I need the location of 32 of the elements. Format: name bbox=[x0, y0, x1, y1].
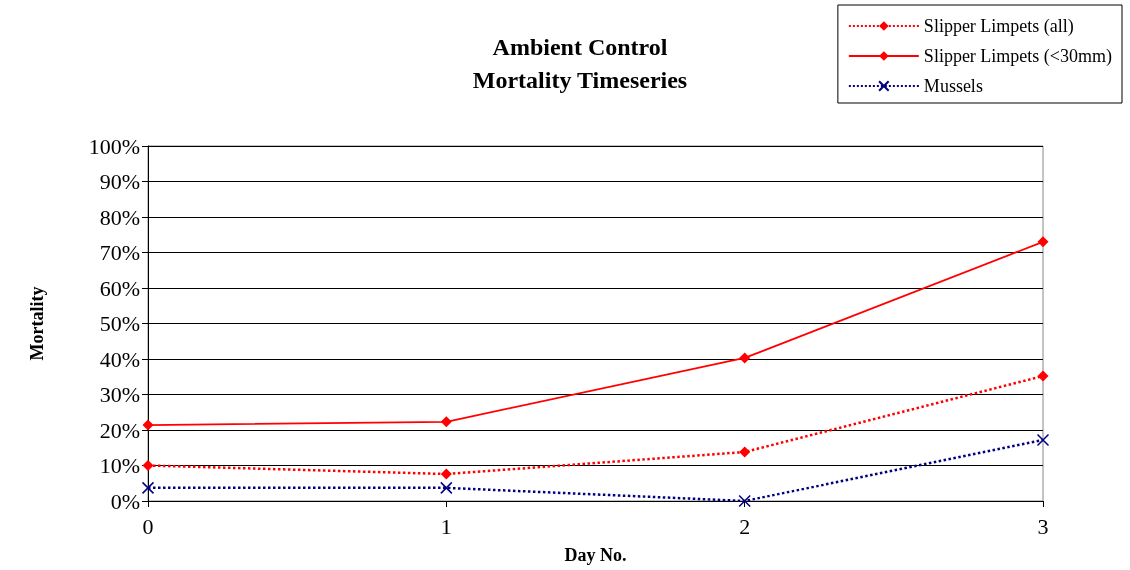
legend-label: Mussels bbox=[923, 76, 983, 96]
legend-label: Slipper Limpets (<30mm) bbox=[923, 46, 1113, 67]
point bbox=[1037, 370, 1049, 382]
y-axis-title: Mortality bbox=[27, 286, 47, 361]
y-tick-label: 70% bbox=[99, 240, 140, 265]
point bbox=[738, 494, 751, 508]
y-tick-label: 90% bbox=[99, 169, 140, 194]
point bbox=[141, 481, 155, 495]
x-tick-label: 2 bbox=[739, 513, 751, 539]
y-tick-label: 100% bbox=[88, 133, 140, 159]
x-axis-title: Day No. bbox=[564, 545, 627, 565]
point bbox=[440, 468, 452, 480]
chart-title: Ambient Control Mortality Timeseries bbox=[472, 33, 688, 93]
x-tick-label: 0 bbox=[142, 513, 154, 539]
y-tick-label: 30% bbox=[99, 382, 140, 407]
x-tick-label: 3 bbox=[1037, 513, 1049, 539]
point bbox=[142, 460, 154, 471]
y-tick-label: 60% bbox=[99, 275, 140, 301]
point bbox=[1036, 433, 1050, 447]
y-tick-label: 40% bbox=[99, 346, 140, 372]
y-tick-label: 50% bbox=[99, 311, 140, 336]
point bbox=[739, 352, 751, 364]
y-tick-label: 0% bbox=[110, 488, 140, 514]
legend-label: Slipper Limpets (all) bbox=[923, 16, 1074, 37]
point bbox=[440, 481, 453, 495]
y-tick-label: 10% bbox=[99, 453, 140, 478]
point bbox=[739, 446, 751, 458]
x-tick-label: 1 bbox=[440, 513, 452, 539]
y-tick-label: 80% bbox=[99, 204, 140, 230]
y-tick-label: 20% bbox=[99, 417, 140, 443]
point bbox=[1037, 236, 1049, 248]
point bbox=[440, 416, 452, 428]
